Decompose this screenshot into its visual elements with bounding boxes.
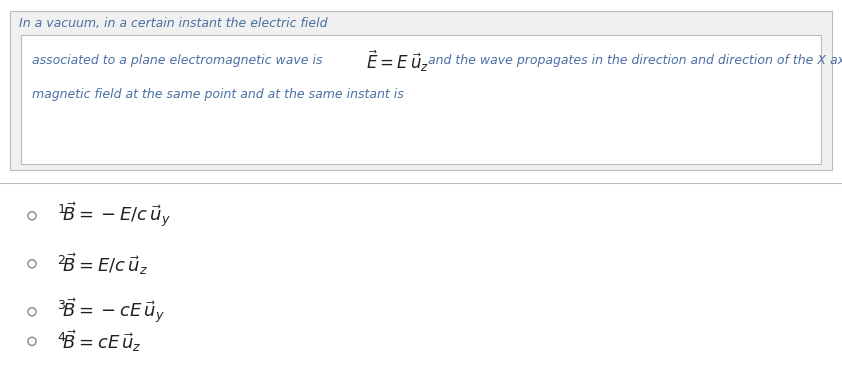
Text: and the wave propagates in the direction and direction of the X axis, the: and the wave propagates in the direction… xyxy=(428,54,842,68)
Text: $^{3}\!\vec{B} = -cE\,\vec{u}_y$: $^{3}\!\vec{B} = -cE\,\vec{u}_y$ xyxy=(57,297,165,326)
Text: $^{4}\!\vec{B} = cE\,\vec{u}_z$: $^{4}\!\vec{B} = cE\,\vec{u}_z$ xyxy=(57,328,142,354)
Text: In a vacuum, in a certain instant the electric field: In a vacuum, in a certain instant the el… xyxy=(19,17,327,30)
FancyBboxPatch shape xyxy=(10,11,832,170)
Text: $^{2}\!\vec{B} = E/c\,\vec{u}_z$: $^{2}\!\vec{B} = E/c\,\vec{u}_z$ xyxy=(57,251,148,277)
Text: $^{1}\!\vec{B} = -E/c\,\vec{u}_y$: $^{1}\!\vec{B} = -E/c\,\vec{u}_y$ xyxy=(57,201,171,230)
FancyBboxPatch shape xyxy=(21,35,821,164)
Text: magnetic field at the same point and at the same instant is: magnetic field at the same point and at … xyxy=(32,87,404,101)
Text: associated to a plane electromagnetic wave is: associated to a plane electromagnetic wa… xyxy=(32,54,327,68)
Text: $\vec{E} = E\,\vec{u}_z$: $\vec{E} = E\,\vec{u}_z$ xyxy=(366,48,429,74)
